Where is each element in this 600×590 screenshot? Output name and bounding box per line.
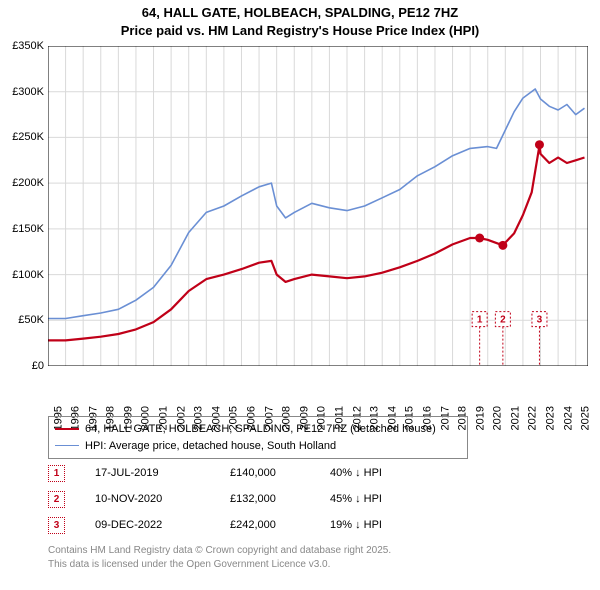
legend: 64, HALL GATE, HOLBEACH, SPALDING, PE12 … xyxy=(48,416,468,459)
x-tick-label: 2022 xyxy=(527,406,539,430)
sale-row: 3 09-DEC-2022£242,00019% ↓ HPI xyxy=(48,512,450,538)
y-axis: £0£50K£100K£150K£200K£250K£300K£350K xyxy=(0,46,46,366)
y-tick-label: £150K xyxy=(12,223,44,235)
footer-line-1: Contains HM Land Registry data © Crown c… xyxy=(48,544,391,558)
sale-row-delta: 19% ↓ HPI xyxy=(330,519,450,531)
sale-row-delta: 40% ↓ HPI xyxy=(330,467,450,479)
sale-dot xyxy=(535,140,544,149)
footer-line-2: This data is licensed under the Open Gov… xyxy=(48,558,391,572)
y-tick-label: £300K xyxy=(12,86,44,98)
x-tick-label: 2019 xyxy=(474,406,486,430)
x-tick-label: 2024 xyxy=(562,406,574,430)
legend-label: HPI: Average price, detached house, Sout… xyxy=(85,438,336,455)
sale-row-price: £140,000 xyxy=(230,467,330,479)
sale-row-date: 17-JUL-2019 xyxy=(95,467,230,479)
legend-swatch xyxy=(55,445,79,446)
legend-swatch xyxy=(55,428,79,430)
sale-dot xyxy=(475,234,484,243)
footer-attribution: Contains HM Land Registry data © Crown c… xyxy=(48,544,391,571)
sale-row-price: £132,000 xyxy=(230,493,330,505)
y-tick-label: £0 xyxy=(32,360,44,372)
sale-marker-index: 3 xyxy=(537,315,543,326)
legend-item: 64, HALL GATE, HOLBEACH, SPALDING, PE12 … xyxy=(55,421,461,438)
y-tick-label: £100K xyxy=(12,269,44,281)
sale-row-date: 10-NOV-2020 xyxy=(95,493,230,505)
x-tick-label: 2020 xyxy=(492,406,504,430)
sale-row-delta: 45% ↓ HPI xyxy=(330,493,450,505)
chart-title: 64, HALL GATE, HOLBEACH, SPALDING, PE12 … xyxy=(0,0,600,39)
line-chart: 1 2 3 xyxy=(48,46,588,366)
x-tick-label: 2023 xyxy=(545,406,557,430)
x-axis: 1995199619971998199920002001200220032004… xyxy=(48,368,588,412)
title-line-2: Price paid vs. HM Land Registry's House … xyxy=(0,22,600,40)
y-tick-label: £350K xyxy=(12,40,44,52)
sale-row: 1 17-JUL-2019£140,00040% ↓ HPI xyxy=(48,460,450,486)
title-line-1: 64, HALL GATE, HOLBEACH, SPALDING, PE12 … xyxy=(0,4,600,22)
sale-row-price: £242,000 xyxy=(230,519,330,531)
legend-item: HPI: Average price, detached house, Sout… xyxy=(55,438,461,455)
sale-row: 2 10-NOV-2020£132,00045% ↓ HPI xyxy=(48,486,450,512)
sale-row-index: 1 xyxy=(48,465,65,482)
legend-label: 64, HALL GATE, HOLBEACH, SPALDING, PE12 … xyxy=(85,421,436,438)
sale-row-index: 2 xyxy=(48,491,65,508)
x-tick-label: 2025 xyxy=(580,406,592,430)
sale-dot xyxy=(498,241,507,250)
sale-row-date: 09-DEC-2022 xyxy=(95,519,230,531)
sale-marker-index: 2 xyxy=(500,315,506,326)
sale-table: 1 17-JUL-2019£140,00040% ↓ HPI 2 10-NOV-202… xyxy=(48,460,450,538)
y-tick-label: £200K xyxy=(12,177,44,189)
x-tick-label: 2021 xyxy=(509,406,521,430)
sale-row-index: 3 xyxy=(48,517,65,534)
y-tick-label: £250K xyxy=(12,131,44,143)
y-tick-label: £50K xyxy=(18,314,44,326)
series-hpi xyxy=(48,89,585,319)
sale-marker-index: 1 xyxy=(477,315,483,326)
